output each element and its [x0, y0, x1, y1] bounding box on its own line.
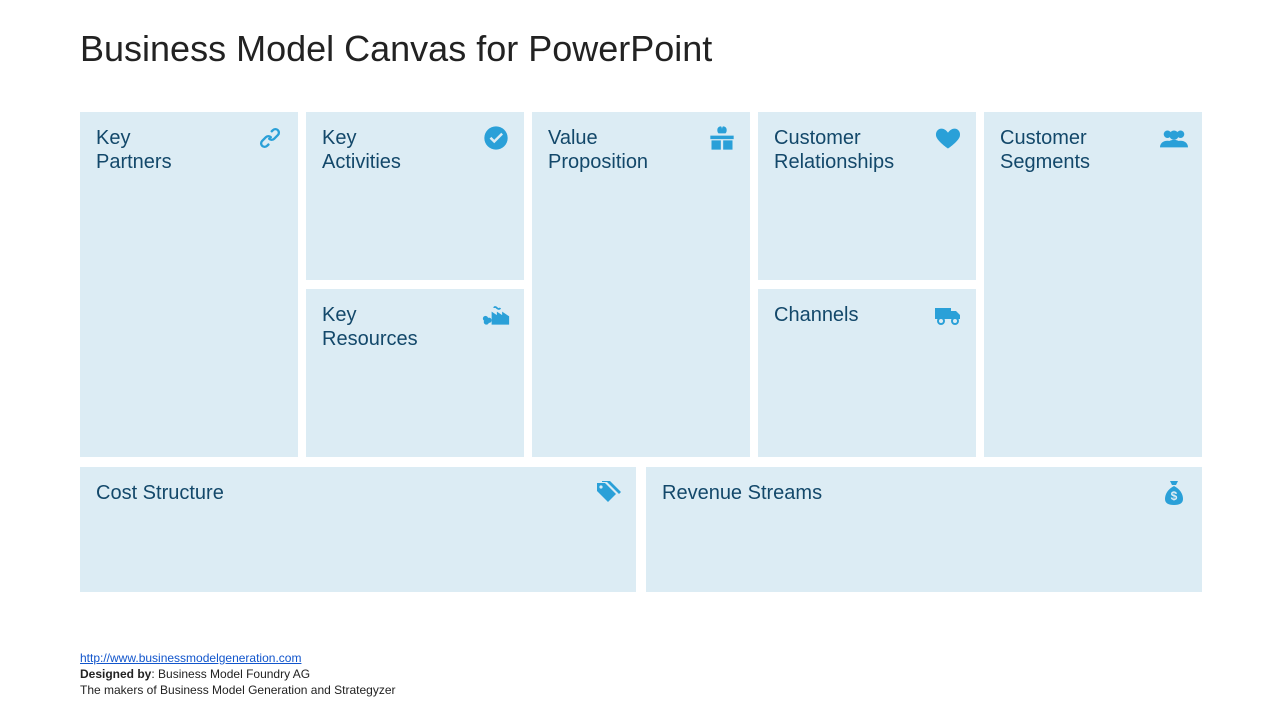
- block-title: Key Resources: [306, 289, 463, 351]
- footer-link[interactable]: http://www.businessmodelgeneration.com: [80, 651, 301, 665]
- block-customer-relationships: Customer Relationships: [758, 112, 976, 280]
- footer: http://www.businessmodelgeneration.com D…: [80, 650, 396, 699]
- gift-icon: [706, 122, 738, 154]
- factory-icon: [480, 299, 512, 331]
- check-circle-icon: [480, 122, 512, 154]
- footer-tagline: The makers of Business Model Generation …: [80, 683, 396, 697]
- footer-designer: : Business Model Foundry AG: [151, 667, 310, 681]
- money-bag-icon: $: [1158, 477, 1190, 509]
- page-title: Business Model Canvas for PowerPoint: [80, 28, 712, 70]
- truck-icon: [932, 299, 964, 331]
- block-title: Customer Relationships: [758, 112, 915, 174]
- block-revenue-streams: Revenue Streams $: [646, 467, 1202, 592]
- page: Business Model Canvas for PowerPoint Key…: [0, 0, 1280, 720]
- block-title: Revenue Streams: [646, 467, 1046, 505]
- block-title: Customer Segments: [984, 112, 1141, 174]
- tags-icon: [592, 477, 624, 509]
- block-key-partners: Key Partners: [80, 112, 298, 457]
- block-key-activities: Key Activities: [306, 112, 524, 280]
- block-title: Channels: [758, 289, 915, 327]
- block-cost-structure: Cost Structure: [80, 467, 636, 592]
- block-title: Cost Structure: [80, 467, 480, 505]
- footer-designed-by: Designed by: [80, 667, 151, 681]
- block-channels: Channels: [758, 289, 976, 457]
- block-title: Key Partners: [80, 112, 237, 174]
- heart-icon: [932, 122, 964, 154]
- block-title: Key Activities: [306, 112, 463, 174]
- block-title: Value Proposition: [532, 112, 689, 174]
- block-customer-segments: Customer Segments: [984, 112, 1202, 457]
- people-icon: [1158, 122, 1190, 154]
- block-key-resources: Key Resources: [306, 289, 524, 457]
- bmc-canvas: Key Partners Key Activities Key Resource…: [80, 112, 1200, 592]
- block-value-proposition: Value Proposition: [532, 112, 750, 457]
- svg-text:$: $: [1171, 489, 1178, 503]
- link-icon: [254, 122, 286, 154]
